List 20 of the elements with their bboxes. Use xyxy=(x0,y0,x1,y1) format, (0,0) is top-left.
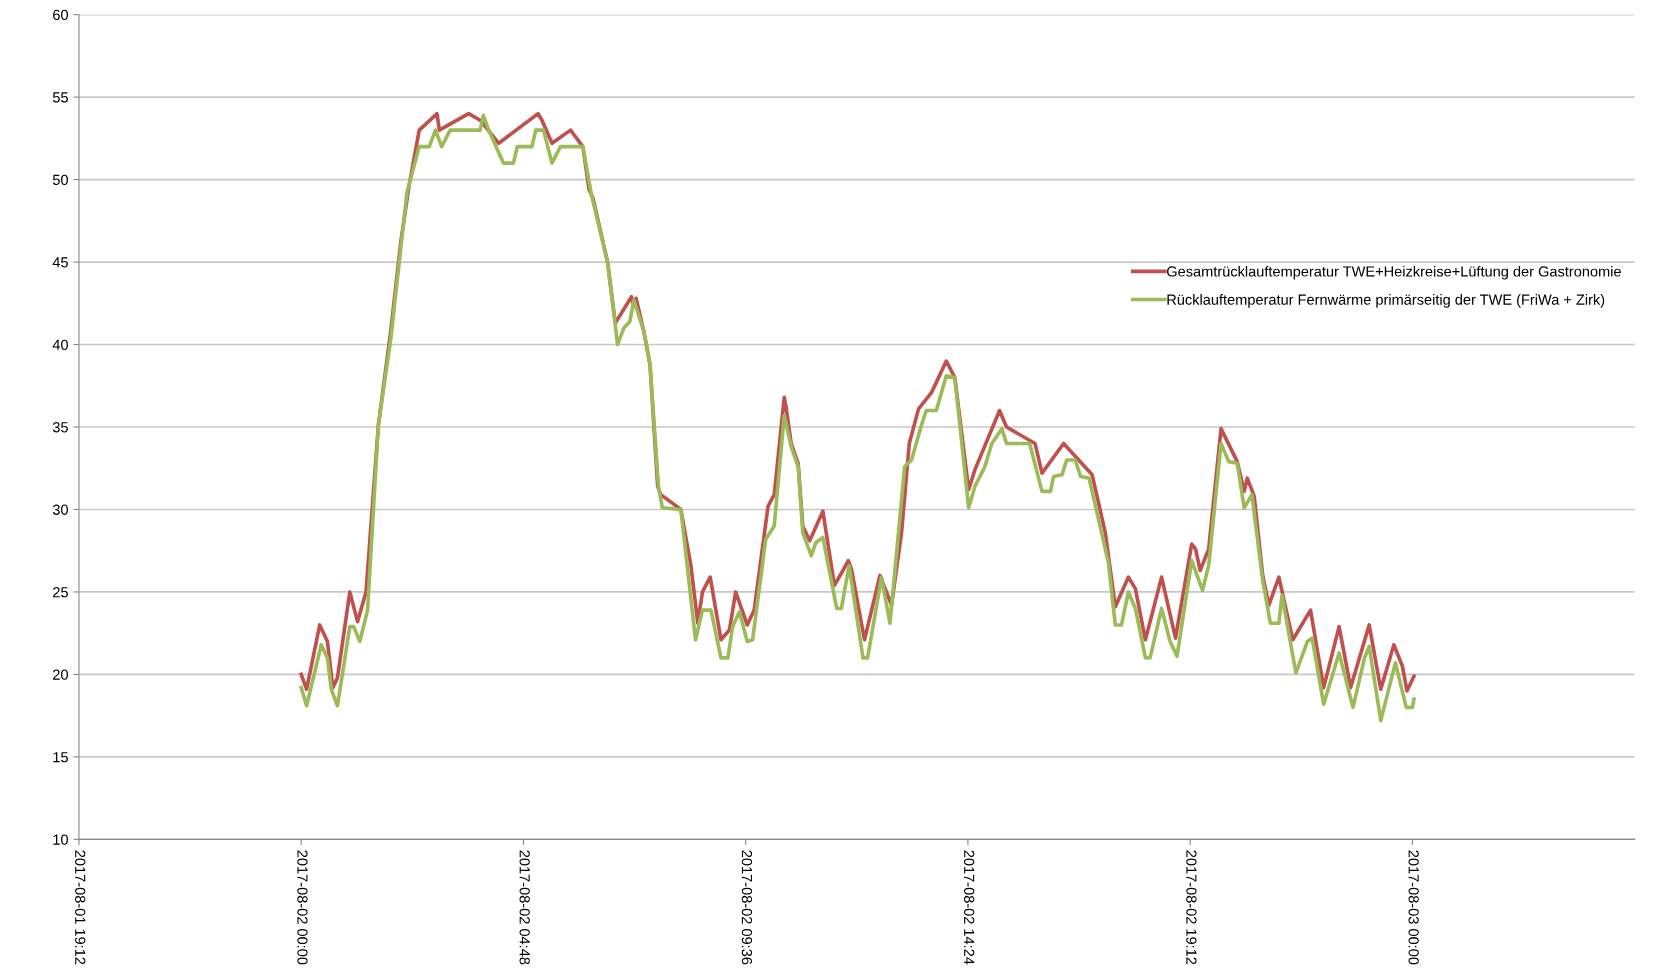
y-tick-label: 15 xyxy=(53,752,68,763)
x-tick-label: 2017-08-02 14:24 xyxy=(964,850,975,965)
x-tick-label: 2017-08-01 19:12 xyxy=(75,850,86,965)
x-tick-label: 2017-08-02 00:00 xyxy=(297,850,308,965)
x-tick-label: 2017-08-03 00:00 xyxy=(1408,850,1419,965)
x-tick-label: 2017-08-02 09:36 xyxy=(741,850,753,965)
legend-label: Rücklauftemperatur Fernwärme primärseitig der TWE (FriWa + Zirk) xyxy=(1167,294,1605,308)
y-tick-label: 20 xyxy=(53,669,68,680)
y-tick-label: 45 xyxy=(52,257,68,268)
y-tick-label: 10 xyxy=(53,834,68,845)
legend-label: Gesamtrücklauftemperatur TWE+Heizkreise+Lüftung der Gastronomie xyxy=(1167,265,1621,280)
x-tick-label: 2017-08-02 19:12 xyxy=(1186,850,1197,965)
y-tick-label: 55 xyxy=(52,92,68,103)
y-tick-label: 30 xyxy=(52,504,68,515)
y-tick-label: 25 xyxy=(53,587,68,598)
y-tick-label: 40 xyxy=(52,339,68,350)
y-tick-label: 35 xyxy=(52,422,68,433)
y-tick-label: 60 xyxy=(53,9,68,21)
y-tick-label: 50 xyxy=(52,174,68,186)
x-tick-label: 2017-08-02 04:48 xyxy=(519,850,530,965)
